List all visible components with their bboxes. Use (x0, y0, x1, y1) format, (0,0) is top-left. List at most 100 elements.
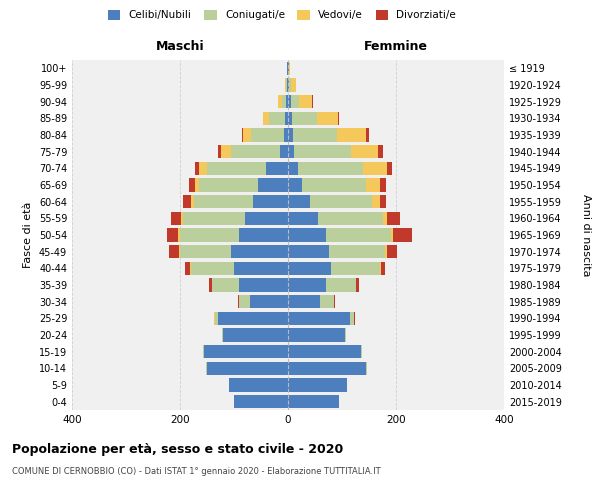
Bar (362, 162, 387, 175)
Bar (380, 195, 386, 208)
Text: Femmine: Femmine (364, 40, 428, 54)
Bar (204, 345, 288, 358)
Bar (288, 78, 289, 92)
Bar (167, 228, 178, 241)
Bar (178, 228, 180, 241)
Bar (263, 112, 269, 125)
Bar (232, 245, 288, 258)
Text: Maschi: Maschi (155, 40, 205, 54)
Bar (288, 95, 290, 108)
Bar (194, 178, 199, 192)
Bar (284, 128, 288, 141)
Bar (288, 278, 326, 291)
Bar (288, 362, 366, 375)
Bar (290, 78, 296, 92)
Bar (191, 262, 234, 275)
Bar (331, 262, 380, 275)
Bar (232, 145, 280, 158)
Bar (378, 145, 383, 158)
Bar (286, 112, 288, 125)
Bar (288, 378, 347, 392)
Bar (181, 212, 182, 225)
Bar (380, 178, 386, 192)
Bar (299, 95, 313, 108)
Bar (295, 145, 351, 158)
Bar (207, 162, 266, 175)
Bar (391, 228, 394, 241)
Bar (288, 178, 302, 192)
Bar (169, 245, 179, 258)
Bar (293, 128, 337, 141)
Bar (366, 178, 380, 192)
Bar (286, 78, 287, 92)
Bar (350, 312, 355, 325)
Bar (180, 245, 232, 258)
Bar (288, 195, 310, 208)
Bar (310, 195, 372, 208)
Bar (280, 145, 288, 158)
Bar (380, 262, 381, 275)
Bar (351, 145, 378, 158)
Y-axis label: Anni di nascita: Anni di nascita (581, 194, 591, 276)
Text: COMUNE DI CERNOBBIO (CO) - Dati ISTAT 1° gennaio 2020 - Elaborazione TUTTITALIA.: COMUNE DI CERNOBBIO (CO) - Dati ISTAT 1°… (12, 468, 380, 476)
Bar (288, 312, 350, 325)
Bar (361, 345, 362, 358)
Bar (199, 162, 207, 175)
Bar (209, 278, 212, 291)
Bar (356, 278, 359, 291)
Bar (289, 78, 290, 92)
Bar (215, 312, 218, 325)
Bar (302, 178, 366, 192)
Bar (317, 112, 338, 125)
Bar (180, 228, 239, 241)
Bar (266, 162, 288, 175)
Bar (282, 95, 286, 108)
Bar (320, 295, 334, 308)
Bar (185, 262, 190, 275)
Bar (194, 162, 199, 175)
Bar (288, 162, 298, 175)
Bar (221, 145, 232, 158)
Bar (288, 328, 344, 342)
Bar (387, 162, 392, 175)
Bar (318, 212, 383, 225)
Bar (214, 312, 215, 325)
Bar (245, 212, 288, 225)
Bar (298, 162, 362, 175)
Bar (242, 128, 243, 141)
Bar (289, 62, 290, 75)
Bar (183, 212, 245, 225)
Bar (366, 128, 369, 141)
Bar (234, 395, 288, 408)
Bar (288, 112, 292, 125)
Bar (288, 395, 340, 408)
Bar (290, 95, 299, 108)
Bar (269, 112, 286, 125)
Bar (338, 112, 340, 125)
Bar (203, 345, 204, 358)
Bar (372, 195, 380, 208)
Bar (243, 128, 251, 141)
Y-axis label: Fasce di età: Fasce di età (23, 202, 33, 268)
Bar (234, 262, 288, 275)
Bar (288, 212, 318, 225)
Bar (191, 195, 193, 208)
Text: Popolazione per età, sesso e stato civile - 2020: Popolazione per età, sesso e stato civil… (12, 442, 343, 456)
Bar (239, 278, 288, 291)
Bar (238, 295, 239, 308)
Bar (288, 345, 361, 358)
Bar (207, 362, 288, 375)
Bar (199, 178, 259, 192)
Bar (288, 245, 329, 258)
Legend: Celibi/Nubili, Coniugati/e, Vedovi/e, Divorziati/e: Celibi/Nubili, Coniugati/e, Vedovi/e, Di… (108, 10, 456, 20)
Bar (288, 295, 320, 308)
Bar (253, 195, 288, 208)
Bar (278, 95, 282, 108)
Bar (171, 212, 181, 225)
Bar (222, 328, 223, 342)
Bar (212, 278, 239, 291)
Bar (288, 262, 331, 275)
Bar (337, 128, 366, 141)
Bar (387, 245, 397, 258)
Bar (334, 295, 335, 308)
